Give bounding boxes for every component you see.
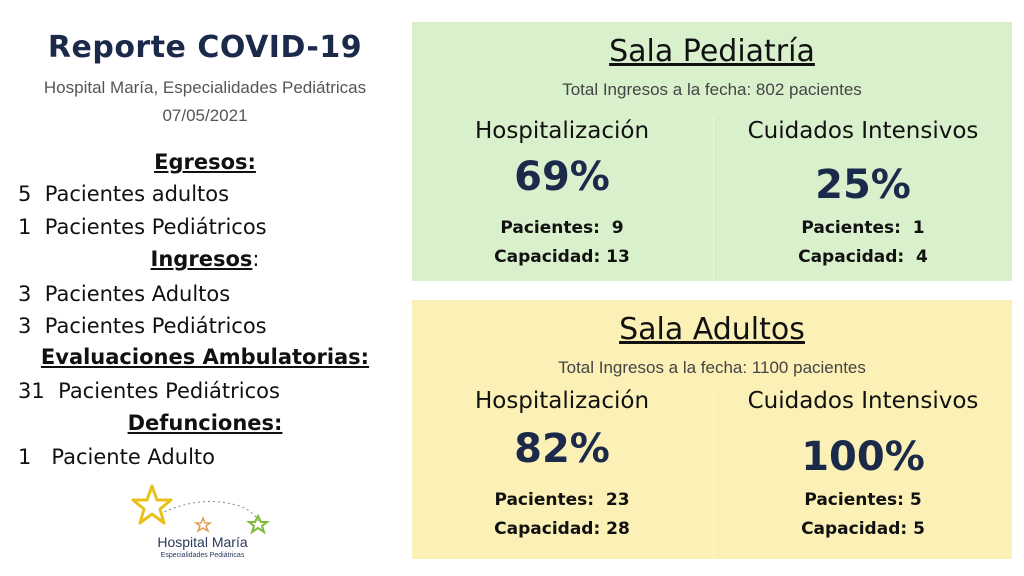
evaluaciones-count: 31	[18, 379, 45, 403]
intensive-care-patients: Pacientes: 5	[804, 490, 922, 510]
ingresos-heading-wrap: Ingresos:	[0, 247, 410, 271]
report-title: Reporte COVID-19	[47, 30, 363, 65]
hospitalization-heading: Hospitalización	[474, 388, 650, 414]
list-item: 3 Pacientes Pediátricos	[18, 314, 267, 338]
hospitalization-percent: 69%	[514, 154, 610, 200]
list-item: 5 Pacientes adultos	[18, 182, 229, 206]
ingresos-ped-count: 3	[18, 314, 32, 338]
list-item: 1 Paciente Adulto	[18, 445, 215, 469]
evaluaciones-label: Pacientes Pediátricos	[58, 379, 280, 403]
adult-ward-panel: Sala Adultos Total Ingresos a la fecha: …	[412, 300, 1012, 559]
intensive-care-heading: Cuidados Intensivos	[747, 118, 979, 144]
intensive-care-capacity: Capacidad: 5	[801, 519, 925, 539]
pediatric-ward-panel: Sala Pediatría Total Ingresos a la fecha…	[412, 22, 1012, 281]
intensive-care-percent: 100%	[801, 434, 925, 480]
defunciones-heading: Defunciones:	[127, 411, 283, 435]
pediatric-hospitalization: Hospitalización 69% Pacientes: 9 Capacid…	[412, 22, 712, 281]
hospitalization-patients: Pacientes: 23	[494, 490, 630, 510]
star-icon	[131, 484, 270, 535]
hospitalization-patients: Pacientes: 9	[500, 218, 624, 238]
pediatric-ward-title: Sala Pediatría	[609, 34, 815, 69]
defunciones-count: 1	[18, 445, 32, 469]
report-date: 07/05/2021	[162, 106, 248, 125]
intensive-care-heading: Cuidados Intensivos	[747, 388, 979, 414]
logo-name: Hospital María	[157, 534, 248, 550]
egresos-adults-count: 5	[18, 182, 32, 206]
intensive-care-percent: 25%	[815, 162, 911, 208]
adult-hospitalization: Hospitalización 82% Pacientes: 23 Capaci…	[412, 300, 712, 559]
pediatric-intensive-care: Cuidados Intensivos 25% Pacientes: 1 Cap…	[713, 22, 1013, 281]
ingresos-adults-label: Pacientes Adultos	[44, 282, 231, 306]
adult-ward-title: Sala Adultos	[619, 312, 805, 347]
evaluaciones-heading: Evaluaciones Ambulatorias:	[40, 345, 370, 369]
egresos-adults-label: Pacientes adultos	[44, 182, 230, 206]
list-item: 3 Pacientes Adultos	[18, 282, 230, 306]
egresos-heading: Egresos:	[154, 150, 256, 174]
defunciones-label: Paciente Adulto	[51, 445, 215, 469]
hospitalization-capacity: Capacidad: 28	[494, 519, 630, 539]
intensive-care-capacity: Capacidad: 4	[798, 247, 928, 267]
panel-divider	[713, 117, 714, 281]
egresos-ped-count: 1	[18, 215, 32, 239]
adult-intensive-care: Cuidados Intensivos 100% Pacientes: 5 Ca…	[713, 300, 1013, 559]
list-item: 1 Pacientes Pediátricos	[18, 215, 267, 239]
hospital-logo: Hospital María Especialidades Pediátrica…	[130, 484, 275, 564]
panel-divider	[713, 395, 714, 559]
intensive-care-patients: Pacientes: 1	[801, 218, 925, 238]
hospitalization-heading: Hospitalización	[474, 118, 650, 144]
hospitalization-percent: 82%	[514, 426, 610, 472]
ingresos-adults-count: 3	[18, 282, 32, 306]
summary-column: Reporte COVID-19 Hospital María, Especia…	[0, 0, 410, 576]
egresos-ped-label: Pacientes Pediátricos	[44, 215, 267, 239]
logo-tagline: Especialidades Pediátricas	[160, 552, 245, 559]
pediatric-total-admissions: Total Ingresos a la fecha: 802 pacientes	[562, 80, 862, 99]
hospital-subtitle: Hospital María, Especialidades Pediátric…	[43, 78, 367, 97]
ingresos-ped-label: Pacientes Pediátricos	[44, 314, 267, 338]
ingresos-heading: Ingresos	[150, 247, 253, 271]
adult-total-admissions: Total Ingresos a la fecha: 1100 paciente…	[558, 358, 866, 377]
list-item: 31 Pacientes Pediátricos	[18, 379, 280, 403]
hospitalization-capacity: Capacidad: 13	[494, 247, 630, 267]
ingresos-colon: :	[252, 247, 260, 271]
